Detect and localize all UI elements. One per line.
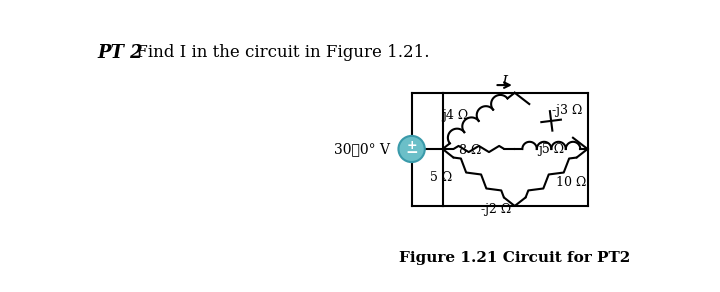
- Text: 30⃞0° V: 30⃞0° V: [334, 142, 390, 156]
- Text: j5 Ω: j5 Ω: [538, 143, 564, 156]
- Text: +: +: [406, 139, 417, 152]
- Text: j4 Ω: j4 Ω: [442, 110, 468, 122]
- Text: I: I: [501, 75, 507, 89]
- Text: 10 Ω: 10 Ω: [556, 176, 586, 190]
- Text: 8 Ω: 8 Ω: [459, 144, 481, 157]
- Text: -j2 Ω: -j2 Ω: [481, 203, 511, 216]
- Text: -j3 Ω: -j3 Ω: [552, 104, 582, 117]
- Text: Find I in the circuit in Figure 1.21.: Find I in the circuit in Figure 1.21.: [131, 44, 430, 61]
- Text: 5 Ω: 5 Ω: [431, 171, 453, 184]
- Circle shape: [398, 136, 425, 162]
- Text: −: −: [405, 145, 418, 160]
- Text: PT 2: PT 2: [98, 44, 143, 62]
- Text: Figure 1.21 Circuit for PT2: Figure 1.21 Circuit for PT2: [399, 251, 630, 265]
